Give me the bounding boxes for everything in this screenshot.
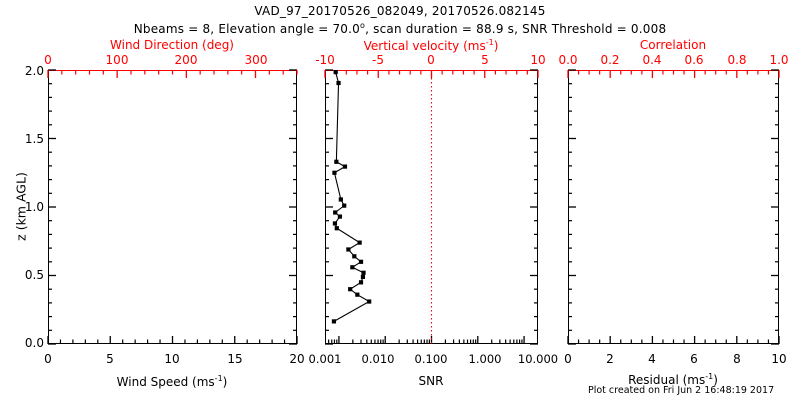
wind-speed-label-exp: -1 — [214, 374, 223, 383]
residual-tick-0: 0 — [564, 352, 572, 366]
correlation-tick-4: 0.8 — [727, 53, 747, 67]
snr-data-point — [358, 259, 364, 264]
wind-speed-tick-3: 15 — [227, 352, 243, 366]
snr-data-point — [360, 274, 366, 279]
snr-tick-1: 0.010 — [361, 352, 395, 366]
snr-data-point — [346, 247, 351, 252]
correlation-tick-3: 0.6 — [684, 53, 704, 67]
vertical-velocity-tick-1: -5 — [372, 53, 384, 67]
snr-data-point — [333, 69, 338, 75]
vertical-velocity-tick-2: 0 — [427, 53, 435, 67]
vertical-velocity-label-b: ) — [493, 39, 499, 53]
y-tick-label-2: 1.0 — [24, 200, 44, 214]
residual-label-a: Residual (ms — [628, 373, 706, 387]
vertical-velocity-tick-4: 10 — [530, 53, 546, 67]
snr-axis-label: SNR — [418, 374, 444, 388]
snr-data-point — [355, 292, 360, 297]
y-tick-label-4: 2.0 — [24, 64, 44, 78]
plot-subtitle: Nbeams = 8, Elevation angle = 70.0o, sca… — [134, 21, 667, 36]
wind-speed-tick-2: 10 — [164, 352, 180, 366]
plot-footer-timestamp: Plot created on Fri Jun 2 16:48:19 2017 — [588, 385, 775, 396]
snr-data-point — [331, 319, 337, 324]
snr-data-point — [338, 197, 343, 202]
wind-direction-tick-3: 300 — [244, 53, 268, 67]
correlation-tick-2: 0.4 — [642, 53, 662, 67]
snr-data-point — [333, 210, 338, 215]
snr-data-point — [357, 240, 362, 245]
snr-data-point — [336, 80, 341, 86]
plot-title: VAD_97_20170526_082049, 20170526.082145 — [254, 4, 546, 18]
wind-speed-tick-0: 0 — [44, 352, 52, 366]
wind-speed-label-a: Wind Speed (ms — [116, 375, 215, 389]
wind-direction-tick-1: 100 — [105, 53, 129, 67]
residual-tick-3: 6 — [690, 352, 698, 366]
snr-tick-4: 10.000 — [517, 352, 559, 366]
y-tick-label-3: 1.5 — [24, 132, 44, 146]
wind-speed-tick-1: 5 — [106, 352, 114, 366]
snr-data-point — [332, 170, 337, 175]
snr-data-point — [350, 265, 355, 270]
residual-tick-5: 10 — [771, 352, 787, 366]
wind-direction-tick-2: 200 — [174, 53, 198, 67]
vertical-velocity-tick-3: 5 — [481, 53, 489, 67]
snr-data-point — [361, 270, 366, 275]
panel-residual — [567, 69, 780, 344]
residual-label-b: ) — [713, 373, 718, 387]
snr-data-point — [367, 299, 372, 304]
wind-speed-label-b: ) — [222, 375, 228, 389]
residual-axis-label: Residual (ms-1) — [628, 372, 718, 387]
snr-data-point — [334, 226, 339, 231]
correlation-tick-5: 1.0 — [769, 53, 789, 67]
snr-data-point — [337, 214, 343, 219]
wind-speed-axis-label: Wind Speed (ms-1) — [117, 374, 228, 389]
correlation-axis-label: Correlation — [639, 38, 707, 52]
snr-data-point — [332, 221, 338, 226]
snr-tick-0: 0.001 — [308, 352, 342, 366]
residual-tick-2: 4 — [648, 352, 656, 366]
subtitle-part-b: , scan duration = 88.9 s, SNR Threshold … — [365, 22, 667, 36]
snr-tick-2: 0.100 — [414, 352, 448, 366]
snr-tick-3: 1.000 — [468, 352, 502, 366]
degree-symbol: o — [360, 21, 366, 30]
axis-ticks-layer — [47, 69, 780, 345]
snr-data-point — [358, 280, 364, 285]
vertical-velocity-tick-0: -10 — [315, 53, 335, 67]
snr-profile-line — [333, 71, 371, 322]
vertical-velocity-label-a: Vertical velocity (ms — [363, 39, 486, 53]
wind-speed-tick-4: 20 — [289, 352, 305, 366]
y-tick-label-0: 0.0 — [24, 336, 44, 350]
residual-tick-4: 8 — [733, 352, 741, 366]
subtitle-part-a: Nbeams = 8, Elevation angle = 70.0 — [133, 22, 360, 36]
snr-data-point — [334, 159, 339, 164]
wind-direction-tick-0: 0 — [44, 53, 52, 67]
residual-label-exp: -1 — [705, 372, 714, 381]
y-tick-label-1: 0.5 — [24, 268, 44, 282]
snr-data-point — [352, 254, 357, 259]
vertical-velocity-axis-label: Vertical velocity (ms-1) — [364, 38, 499, 53]
correlation-tick-0: 0.0 — [558, 53, 578, 67]
residual-tick-1: 2 — [606, 352, 614, 366]
wind-direction-axis-label: Wind Direction (deg) — [110, 38, 234, 52]
snr-data-series — [331, 69, 372, 324]
correlation-tick-1: 0.2 — [600, 53, 620, 67]
snr-data-point — [342, 203, 347, 208]
snr-data-point — [342, 164, 348, 169]
vertical-velocity-label-exp: -1 — [485, 38, 494, 47]
snr-data-point — [348, 287, 353, 292]
